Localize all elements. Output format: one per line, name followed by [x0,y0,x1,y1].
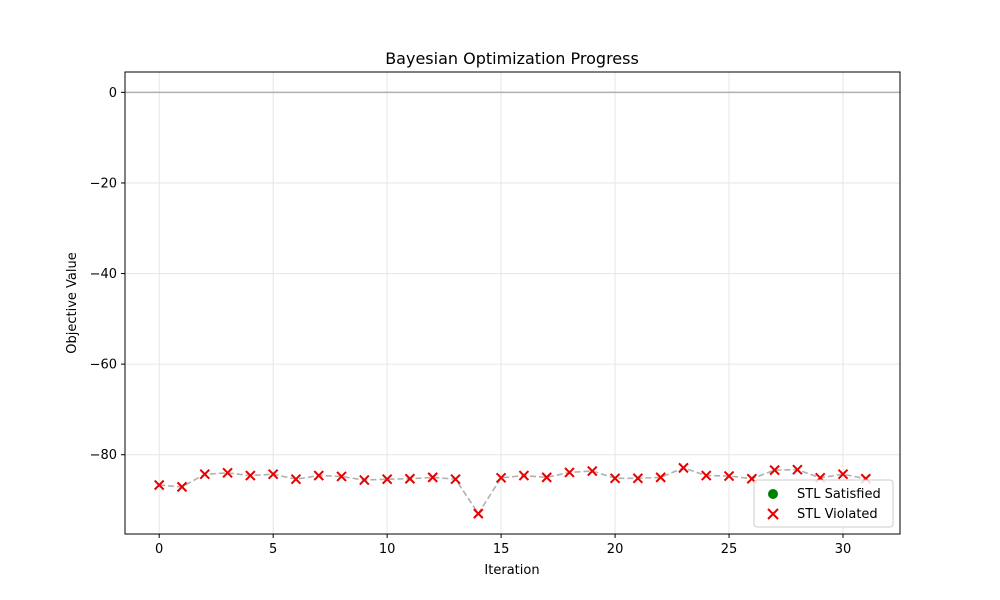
violated-point [450,473,461,485]
violated-point [404,473,416,484]
violated-point [381,473,393,485]
violated-point-stroke [404,473,416,484]
violated-point [609,473,621,484]
violated-point [587,465,598,477]
violated-point [837,469,849,480]
violated-point [199,469,210,480]
x-tick-label: 15 [493,542,510,557]
violated-point-stroke [587,465,598,477]
violated-point [336,471,347,482]
progress-connector-line [159,467,866,516]
y-tick-label: −40 [90,267,117,282]
violated-point-stroke [267,469,279,480]
violated-point [245,470,256,481]
violated-point-stroke [473,508,484,519]
x-tick-label: 30 [835,542,852,557]
violated-point-stroke [609,473,621,484]
violated-point-stroke [313,470,324,481]
violated-point-stroke [541,472,552,483]
violated-point-stroke [427,472,438,483]
x-tick-label: 20 [607,542,624,557]
violated-point [427,472,438,483]
violated-point [564,467,575,478]
violated-point-stroke [655,472,666,483]
plot-frame [124,71,901,535]
violated-point-stroke [837,469,849,480]
violated-point [655,472,666,483]
violated-point [678,462,689,474]
violated-point-stroke [701,470,712,481]
legend-marker-satisfied [768,489,778,499]
violated-point [518,470,530,481]
legend-marker-violated [767,508,779,520]
grid-layer [125,72,900,534]
violated-point-stroke [153,479,165,491]
x-axis-ticks: 0 5 10 15 20 25 30 [155,534,851,557]
x-tick-label: 25 [721,542,738,557]
legend: STL Satisfied STL Violated [753,479,894,528]
violated-point [313,470,324,481]
x-tick-label: 5 [269,542,277,557]
violated-point [769,464,780,476]
y-tick-label: 0 [109,86,117,101]
violated-point-stroke [723,470,735,482]
violated-point-stroke [176,481,188,493]
violated-point [701,470,712,481]
violated-point-stroke [632,473,644,484]
violated-point-stroke [290,473,302,485]
violated-point [495,472,507,484]
violated-point [176,481,188,493]
violated-point-stroke [381,473,393,485]
legend-box [753,479,894,528]
violated-point-stroke [678,462,689,474]
y-tick-label: −20 [90,176,117,191]
y-tick-label: −60 [90,358,117,373]
violated-point-stroke [359,474,370,486]
y-tick-label: −80 [90,448,117,463]
x-tick-label: 10 [379,542,396,557]
violated-point [222,467,233,479]
chart-title: Bayesian Optimization Progress [385,49,639,68]
violated-point [541,472,552,483]
violated-point-stroke [222,467,233,479]
series-layer [153,462,872,519]
violated-point [723,470,735,482]
violated-point-stroke [199,469,210,480]
violated-point [473,508,484,519]
violated-point-stroke [245,470,256,481]
y-axis-label: Objective Value [65,252,80,353]
violated-point-stroke [518,470,530,481]
violated-point-stroke [746,473,758,484]
violated-point [290,473,302,485]
violated-point-stroke [564,467,575,478]
violated-point [632,473,644,484]
violated-point-stroke [792,464,803,475]
legend-label-violated: STL Violated [797,507,878,522]
violated-point [153,479,165,491]
violated-point-stroke [495,472,507,484]
legend-label-satisfied: STL Satisfied [797,487,881,502]
y-axis-ticks: 0 −20 −40 −60 −80 [90,86,125,463]
violated-point [792,464,803,475]
violated-point-stroke [450,473,461,485]
violated-point-stroke [769,464,780,476]
violated-point [267,469,279,480]
violated-point-stroke [336,471,347,482]
x-axis-label: Iteration [484,563,539,578]
violated-point [359,474,370,486]
x-tick-label: 0 [155,542,163,557]
